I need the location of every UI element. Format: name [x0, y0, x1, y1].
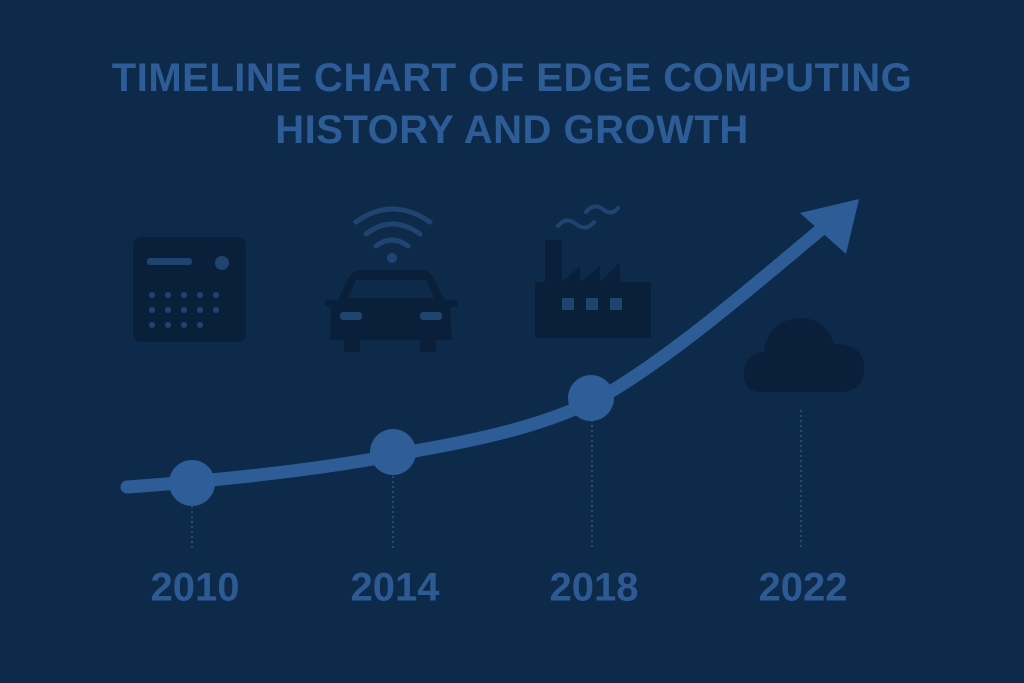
connectors: [191, 410, 802, 550]
title: TIMELINE CHART OF EDGE COMPUTING HISTORY…: [111, 56, 913, 152]
growth-curve: [120, 219, 832, 494]
arrow-head: [800, 199, 859, 254]
cloud-icon: [744, 318, 864, 392]
year-label: 2014: [351, 566, 441, 610]
factory-icon: [535, 204, 651, 338]
car-icon: [325, 206, 458, 352]
icons: [133, 204, 864, 392]
year-label: 2010: [151, 566, 240, 610]
year-label: 2022: [759, 566, 848, 610]
year-label: 2018: [550, 566, 639, 610]
device-details: [147, 256, 229, 328]
milestone-dots: [169, 375, 614, 506]
